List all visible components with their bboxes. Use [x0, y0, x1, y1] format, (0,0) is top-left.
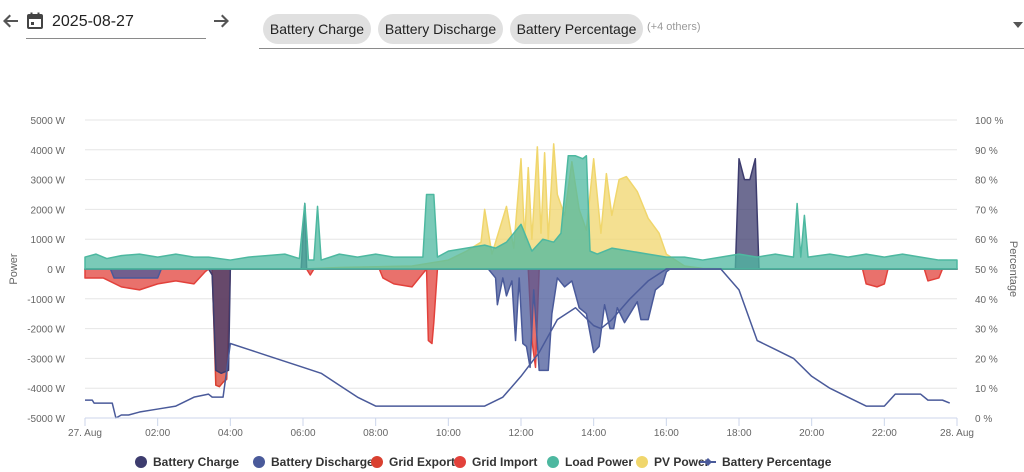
legend-label: Grid Export: [389, 455, 455, 469]
legend-symbol: [547, 456, 559, 468]
y-tick-label-right: 90 %: [975, 146, 998, 157]
legend-item-grid-import: Grid Import: [454, 455, 537, 469]
y-tick-label-right: 0 %: [975, 414, 992, 425]
y-tick-label-right: 40 %: [975, 295, 998, 306]
battery-percentage-line: [85, 268, 951, 419]
pv-power-area: [84, 143, 958, 270]
y-tick-label-left: 3000 W: [31, 176, 66, 187]
y-tick-label-right: 50 %: [975, 265, 998, 276]
y-tick-label-right: 20 %: [975, 354, 998, 365]
grid-import-area: [84, 268, 958, 369]
legend-item-battery-percentage: Battery Percentage: [700, 455, 832, 469]
legend-item-battery-charge: Battery Charge: [135, 455, 239, 469]
chip-battery-charge[interactable]: Battery Charge: [263, 14, 371, 44]
legend-label: Battery Charge: [153, 455, 239, 469]
chip-battery-discharge[interactable]: Battery Discharge: [378, 14, 503, 44]
date-picker[interactable]: 2025-08-27: [26, 8, 206, 39]
legend-item-pv-power: PV Power: [636, 455, 710, 469]
y-tick-label-right: 60 %: [975, 235, 998, 246]
arrow-left-icon: [3, 14, 18, 28]
legend-item-load-power: Load Power: [547, 455, 633, 469]
x-tick-label: 08:00: [363, 428, 388, 439]
prev-day-button[interactable]: [0, 12, 22, 34]
chip-battery-percentage[interactable]: Battery Percentage: [510, 14, 643, 44]
y-tick-label-left: -2000 W: [27, 325, 65, 336]
x-tick-label: 14:00: [581, 428, 606, 439]
y-tick-label-left: 4000 W: [31, 146, 66, 157]
y-tick-label-right: 80 %: [975, 176, 998, 187]
chart-areas: [84, 143, 958, 388]
y-tick-label-left: 2000 W: [31, 205, 66, 216]
arrow-right-icon: [214, 14, 229, 28]
y-tick-label-left: -5000 W: [27, 414, 65, 425]
legend-item-grid-export: Grid Export: [371, 455, 455, 469]
y-axis-title-left: Power: [8, 253, 20, 285]
x-tick-label: 20:00: [799, 428, 824, 439]
next-day-button[interactable]: [210, 12, 232, 34]
date-input[interactable]: 2025-08-27: [52, 13, 134, 30]
y-tick-label-left: -4000 W: [27, 384, 65, 395]
toolbar: 2025-08-27 Battery Charge Battery Discha…: [0, 0, 1024, 60]
x-tick-label: 04:00: [218, 428, 243, 439]
legend-symbol: [135, 456, 147, 468]
legend-symbol: [371, 456, 383, 468]
legend-symbol: [253, 456, 265, 468]
x-tick-label: 10:00: [436, 428, 461, 439]
x-tick-label: 06:00: [290, 428, 315, 439]
y-axis-title-right: Percentage: [1007, 241, 1019, 297]
y-tick-label-left: 0 W: [47, 265, 65, 276]
load-power-area: [84, 155, 958, 270]
chart-lines: [85, 268, 951, 419]
y-tick-label-left: 5000 W: [31, 116, 66, 127]
y-tick-label-right: 10 %: [975, 384, 998, 395]
y-tick-label-right: 30 %: [975, 325, 998, 336]
y-tick-label-left: -1000 W: [27, 295, 65, 306]
series-select[interactable]: Battery Charge Battery Discharge Battery…: [259, 8, 1024, 49]
y-tick-label-right: 70 %: [975, 205, 998, 216]
legend-symbol: [636, 456, 648, 468]
y-tick-label-left: 1000 W: [31, 235, 66, 246]
chart-legend: Battery Charge Battery Discharge Grid Expo…: [135, 455, 832, 469]
battery-discharge-area: [84, 268, 958, 372]
y-tick-label-left: -3000 W: [27, 354, 65, 365]
legend-label: PV Power: [654, 455, 710, 469]
legend-symbol: [454, 456, 466, 468]
x-tick-label: 22:00: [872, 428, 897, 439]
chart-axes: 5000 W 4000 W 3000 W 2000 W 1000 W 0 W -1000 W…: [8, 116, 1019, 439]
x-tick-label: 27. Aug: [68, 428, 102, 439]
legend-label: Grid Import: [472, 455, 537, 469]
caret-down-icon[interactable]: [1012, 19, 1024, 31]
x-tick-label: 02:00: [145, 428, 170, 439]
x-tick-label: 16:00: [654, 428, 679, 439]
calendar-icon: [27, 12, 43, 29]
legend-label: Battery Percentage: [722, 455, 832, 469]
legend-label: Battery Discharge: [271, 455, 374, 469]
x-tick-label: 12:00: [508, 428, 533, 439]
legend-marker: [704, 458, 712, 466]
x-tick-label: 18:00: [726, 428, 751, 439]
legend-item-battery-discharge: Battery Discharge: [253, 455, 374, 469]
others-count: (+4 others): [647, 21, 701, 33]
x-tick-label: 28. Aug: [940, 428, 974, 439]
legend-label: Load Power: [565, 455, 633, 469]
y-tick-label-right: 100 %: [975, 116, 1003, 127]
